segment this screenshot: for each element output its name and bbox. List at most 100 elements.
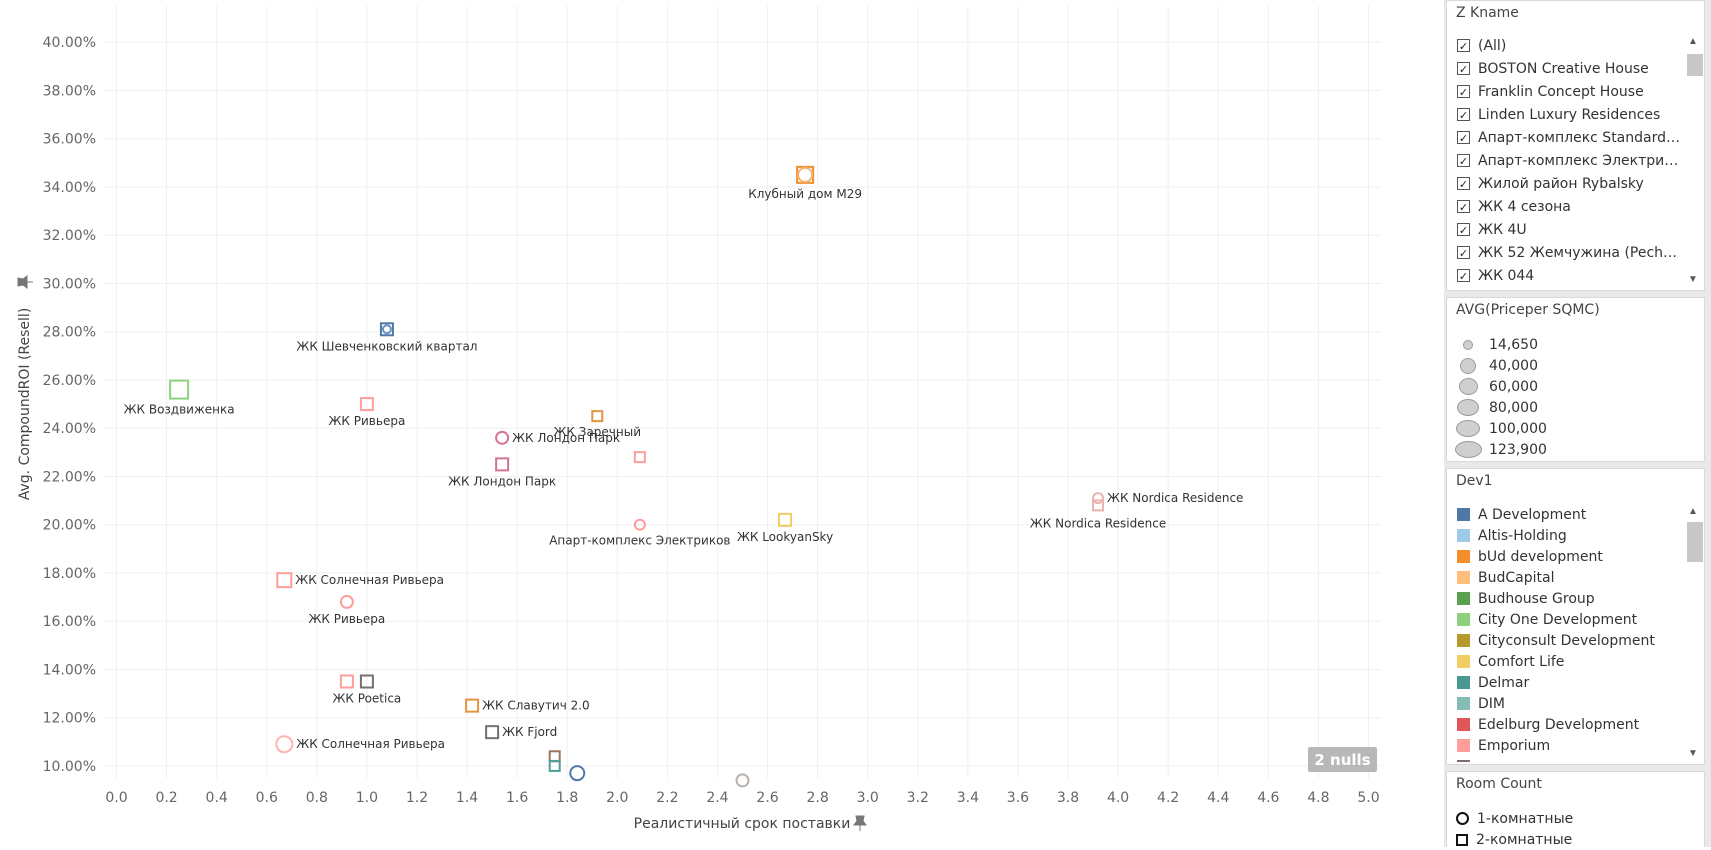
scroll-down-icon[interactable]: ▼: [1688, 274, 1698, 285]
color-swatch-icon: [1457, 676, 1470, 689]
checkbox-checked-icon[interactable]: ✓: [1457, 131, 1470, 145]
checkbox-checked-icon[interactable]: ✓: [1457, 62, 1470, 76]
filter-item[interactable]: ✓ Апарт-комплекс Электрик...: [1447, 149, 1704, 172]
data-point-circle[interactable]: [495, 430, 510, 445]
data-point-circle[interactable]: [1092, 492, 1105, 505]
data-point-label: ЖК Солнечная Ривьера: [295, 573, 444, 587]
checkbox-checked-icon[interactable]: ✓: [1457, 39, 1470, 53]
point-labels: Клубный дом M29 ЖК Шевченковский квартал Ж…: [124, 187, 1244, 751]
x-axis-pin-icon[interactable]: [853, 815, 867, 831]
color-legend-item[interactable]: DIM: [1447, 693, 1704, 714]
data-point-circle[interactable]: [735, 773, 750, 788]
filter-item[interactable]: ✓ ЖК 52 Жемчужина (Peche...: [1447, 241, 1704, 264]
filter-item[interactable]: ✓ ЖК 044: [1447, 264, 1704, 287]
color-legend-item[interactable]: Edelburg Development: [1447, 714, 1704, 735]
data-point-circle[interactable]: [633, 518, 646, 531]
filter-scrollbar[interactable]: ▲ ▼: [1684, 34, 1703, 288]
x-tick-label: 0.4: [206, 790, 228, 806]
filter-item-label: ЖК 044: [1478, 267, 1535, 284]
color-legend-label: BudCapital: [1478, 569, 1555, 586]
data-point-label: ЖК Солнечная Ривьера: [296, 737, 445, 751]
checkbox-checked-icon[interactable]: ✓: [1457, 269, 1470, 283]
data-point-circle[interactable]: [797, 166, 814, 183]
color-legend-item[interactable]: BudCapital: [1447, 567, 1704, 588]
scroll-down-icon[interactable]: ▼: [1688, 748, 1698, 759]
data-point-square[interactable]: [633, 451, 646, 464]
x-tick-label: 2.0: [606, 790, 628, 806]
color-legend-item[interactable]: Cityconsult Development: [1447, 630, 1704, 651]
data-point-circle[interactable]: [339, 594, 354, 609]
color-legend-label: A Development: [1478, 506, 1587, 523]
data-point-label: ЖК Poetica: [333, 692, 402, 706]
color-legend-item[interactable]: Emporium: [1447, 735, 1704, 756]
y-tick-label: 28.00%: [43, 325, 96, 341]
color-legend-item[interactable]: Comfort Life: [1447, 651, 1704, 672]
data-points[interactable]: [169, 165, 1105, 788]
y-axis-pin-icon[interactable]: [17, 275, 33, 289]
filter-item[interactable]: ✓ BOSTON Creative House: [1447, 57, 1704, 80]
checkbox-checked-icon[interactable]: ✓: [1457, 108, 1470, 122]
checkbox-checked-icon[interactable]: ✓: [1457, 223, 1470, 237]
color-swatch-icon: [1457, 529, 1470, 542]
nulls-indicator[interactable]: 2 nulls: [1308, 747, 1377, 772]
color-legend-item[interactable]: Delmar: [1447, 672, 1704, 693]
data-point-square[interactable]: [379, 322, 394, 337]
color-legend-item[interactable]: City One Development: [1447, 609, 1704, 630]
color-legend-item[interactable]: Altis-Holding: [1447, 525, 1704, 546]
shape-legend-label: 2-комнатные: [1476, 831, 1573, 848]
filter-item[interactable]: ✓ ЖК 4U: [1447, 218, 1704, 241]
data-point-square[interactable]: [1092, 499, 1105, 512]
size-circle-icon: [1457, 399, 1479, 416]
color-legend-item[interactable]: bUd development: [1447, 546, 1704, 567]
square-shape-icon: [1456, 833, 1468, 846]
y-tick-label: 40.00%: [43, 35, 96, 51]
filter-item[interactable]: ✓ Linden Luxury Residences: [1447, 103, 1704, 126]
data-point-circle[interactable]: [569, 765, 586, 782]
data-point-square[interactable]: [591, 410, 604, 423]
color-legend-panel: Dev1 A Development Altis-Holding bUd devel…: [1446, 468, 1705, 765]
scroll-up-icon[interactable]: ▲: [1688, 506, 1698, 517]
data-point-square[interactable]: [169, 379, 190, 400]
color-legend-item[interactable]: A Development: [1447, 504, 1704, 525]
data-point-circle[interactable]: [381, 324, 392, 335]
y-tick-label: 22.00%: [43, 469, 96, 485]
checkbox-checked-icon[interactable]: ✓: [1457, 246, 1470, 260]
scroll-thumb[interactable]: [1687, 54, 1703, 76]
x-tick-label: 2.4: [706, 790, 728, 806]
color-legend-label: City One Development: [1478, 611, 1638, 628]
data-point-square[interactable]: [465, 698, 480, 713]
checkbox-checked-icon[interactable]: ✓: [1457, 154, 1470, 168]
legend-scrollbar[interactable]: ▲ ▼: [1684, 504, 1703, 762]
data-point-square[interactable]: [485, 725, 500, 740]
checkbox-checked-icon[interactable]: ✓: [1457, 200, 1470, 214]
size-legend-item: 123,900: [1447, 439, 1547, 460]
filter-item[interactable]: ✓ Апарт-комплекс Standard ...: [1447, 126, 1704, 149]
x-tick-label: 3.0: [857, 790, 879, 806]
data-point-square[interactable]: [339, 674, 354, 689]
checkbox-checked-icon[interactable]: ✓: [1457, 177, 1470, 191]
color-legend-item-partial[interactable]: [1447, 756, 1704, 762]
data-point-circle[interactable]: [275, 735, 294, 754]
x-tick-label: 1.6: [506, 790, 528, 806]
color-legend-title: Dev1: [1456, 473, 1493, 489]
color-legend-label: DIM: [1478, 695, 1505, 712]
data-point-square[interactable]: [359, 397, 374, 412]
data-point-square[interactable]: [778, 512, 793, 527]
data-point-square[interactable]: [276, 572, 293, 589]
color-legend-item[interactable]: Budhouse Group: [1447, 588, 1704, 609]
checkbox-checked-icon[interactable]: ✓: [1457, 85, 1470, 99]
data-point-square[interactable]: [495, 457, 510, 472]
filter-item[interactable]: ✓ ЖК 4 сезона: [1447, 195, 1704, 218]
data-point-square[interactable]: [359, 674, 374, 689]
size-legend-item: 80,000: [1447, 397, 1547, 418]
shape-legend-item: 1-комнатные: [1456, 808, 1573, 829]
size-legend-panel: AVG(Priceper SQMC) 14,650 40,000 60,000 80,…: [1446, 297, 1705, 462]
data-point-square[interactable]: [548, 759, 561, 772]
filter-item[interactable]: ✓ Жилой район Rybalsky: [1447, 172, 1704, 195]
scroll-thumb[interactable]: [1687, 522, 1703, 562]
data-point-label: Апарт-комплекс Электриков: [549, 534, 730, 548]
x-tick-label: 3.2: [907, 790, 929, 806]
scroll-up-icon[interactable]: ▲: [1688, 36, 1698, 47]
filter-item[interactable]: ✓ Franklin Concept House: [1447, 80, 1704, 103]
filter-item[interactable]: ✓ (All): [1447, 34, 1704, 57]
